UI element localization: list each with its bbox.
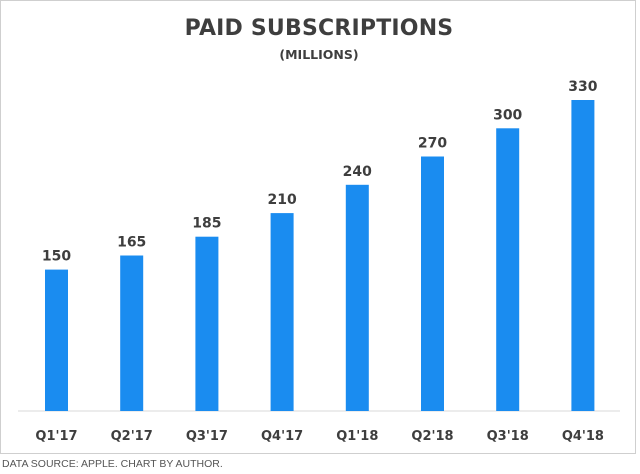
x-tick-label-6: Q3'18: [487, 429, 529, 444]
data-label-7: 330: [568, 79, 597, 95]
data-label-0: 150: [42, 249, 71, 265]
x-tick-label-5: Q2'18: [411, 429, 453, 444]
bar-chart-plot: 150 Q1'17 165 Q2'17 185 Q3'17 210 Q4'17 240 Q1'18…: [18, 79, 620, 444]
x-tick-label-1: Q2'17: [111, 429, 153, 444]
chart-frame: PAID SUBSCRIPTIONS (MILLIONS): [0, 0, 636, 454]
x-tick-label-0: Q1'17: [35, 429, 77, 444]
chart-title: PAID SUBSCRIPTIONS: [184, 16, 454, 41]
x-tick-label-7: Q4'18: [562, 429, 604, 444]
bar-5: [421, 156, 444, 411]
x-tick-label-3: Q4'17: [261, 429, 303, 444]
chart-subtitle: (MILLIONS): [279, 47, 359, 62]
data-label-1: 165: [117, 235, 146, 251]
bar-0: [45, 269, 68, 411]
data-label-5: 270: [418, 136, 447, 152]
bar-3: [270, 213, 294, 411]
bar-2: [195, 236, 219, 411]
bar-4: [345, 184, 369, 411]
data-source-note: DATA SOURCE: APPLE. CHART BY AUTHOR.: [2, 458, 223, 470]
data-label-3: 210: [267, 192, 296, 208]
x-tick-label-4: Q1'18: [336, 429, 378, 444]
data-label-6: 300: [493, 107, 522, 123]
x-tick-label-2: Q3'17: [186, 429, 228, 444]
data-label-2: 185: [192, 216, 221, 232]
bar-7: [571, 100, 595, 411]
data-label-4: 240: [343, 164, 372, 180]
bar-1: [120, 255, 144, 411]
bar-6: [496, 128, 520, 412]
